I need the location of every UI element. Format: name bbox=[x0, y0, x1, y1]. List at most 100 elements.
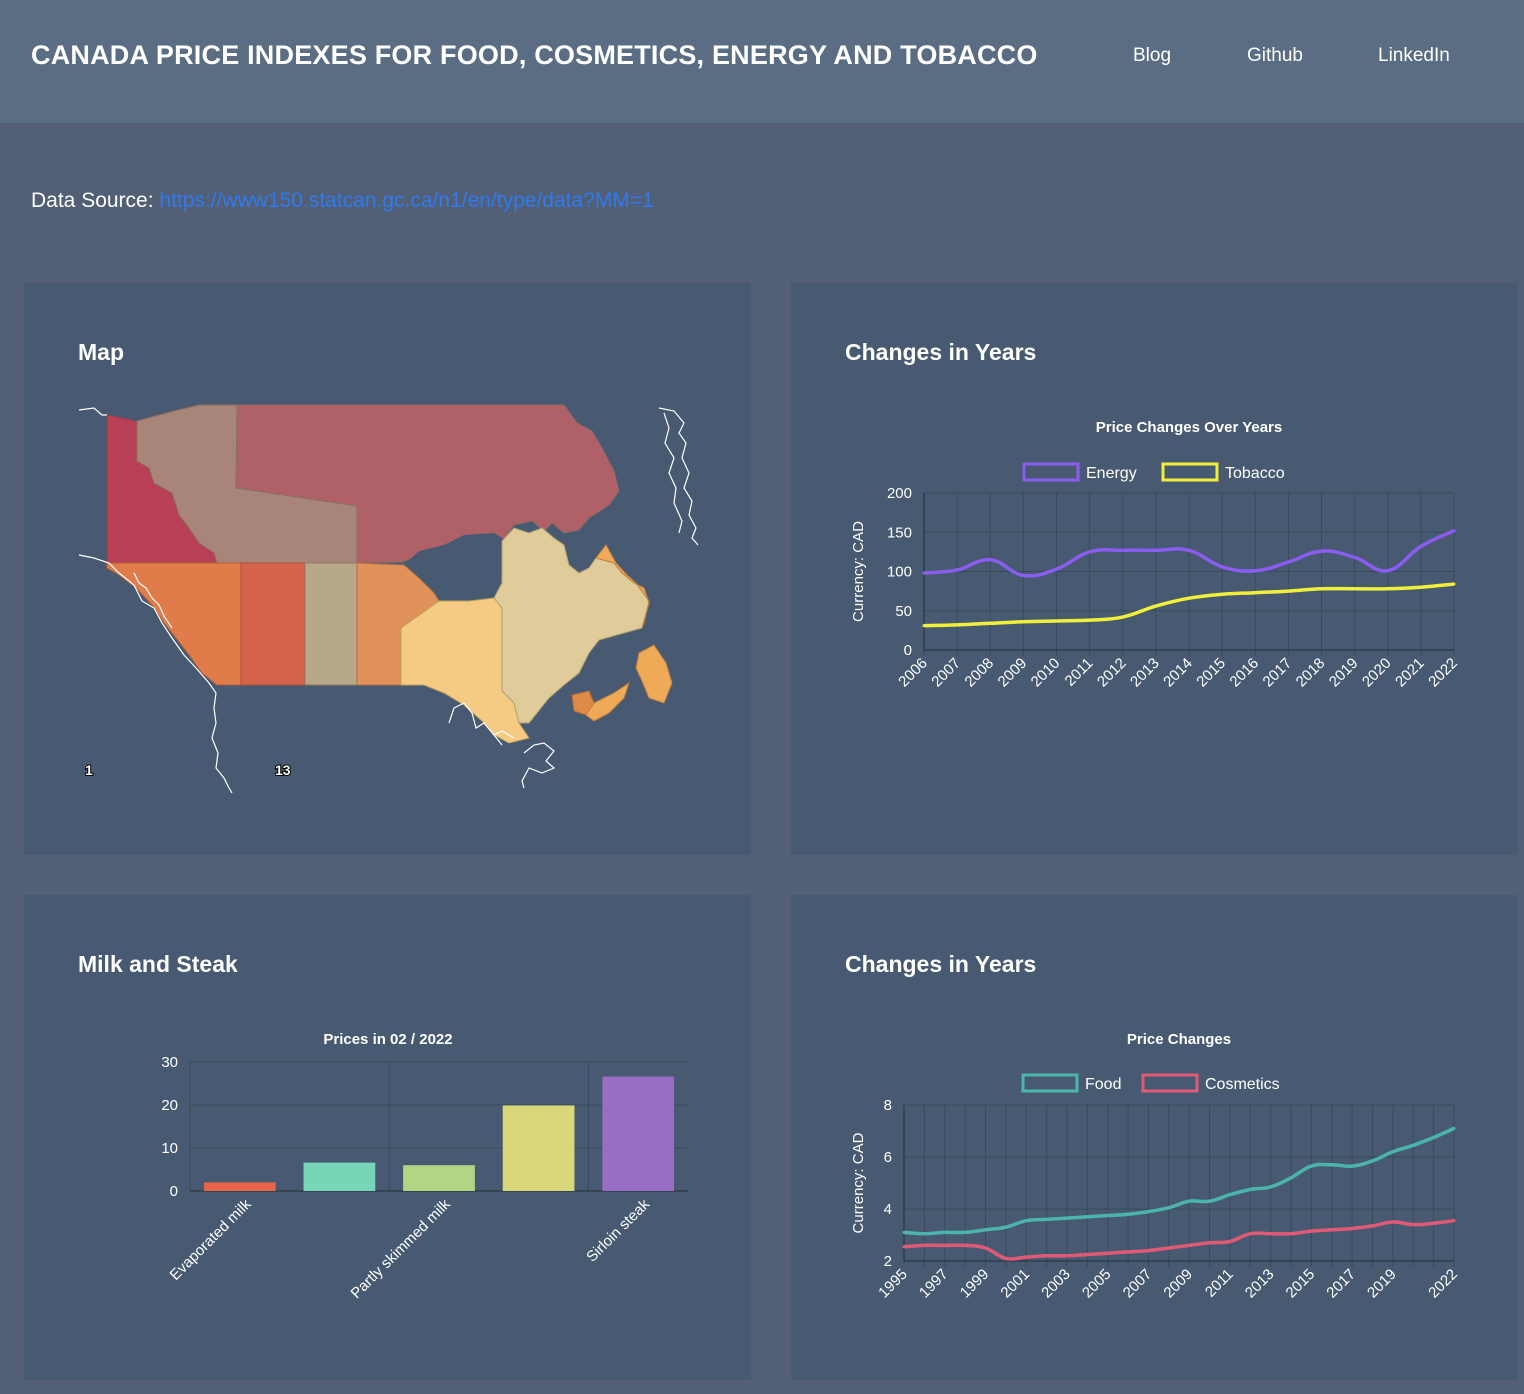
y-tick-label: 6 bbox=[884, 1149, 892, 1166]
x-tick-label: 2011 bbox=[1062, 655, 1097, 690]
legend-swatch-cosmetics bbox=[1141, 1073, 1199, 1093]
data-point-energy bbox=[1286, 560, 1290, 564]
map-water-hudson-bay bbox=[404, 533, 514, 601]
legend-label-food: Food bbox=[1085, 1076, 1121, 1093]
map-region-nova-scotia[interactable] bbox=[585, 681, 630, 722]
data-point-cosmetics bbox=[1452, 1219, 1456, 1223]
data-point-cosmetics bbox=[1309, 1229, 1313, 1233]
data-point-cosmetics bbox=[1045, 1254, 1049, 1258]
data-point-energy bbox=[1055, 567, 1058, 571]
data-point-cosmetics bbox=[1208, 1241, 1212, 1245]
map-legend-min: 1 bbox=[85, 762, 93, 778]
y-axis-label: Currency: CAD bbox=[850, 521, 867, 622]
bar-sirloin-steak bbox=[602, 1076, 675, 1191]
x-tick-label: 2011 bbox=[1202, 1266, 1237, 1301]
legend-label-energy: Energy bbox=[1086, 465, 1137, 482]
y-tick-label: 2 bbox=[884, 1253, 892, 1270]
chart-title: Price Changes bbox=[1127, 1031, 1231, 1048]
data-point-cosmetics bbox=[1085, 1253, 1089, 1256]
data-point-energy bbox=[1253, 569, 1257, 573]
nav-link-linkedin[interactable]: LinkedIn bbox=[1378, 45, 1450, 66]
map-region-newfoundland-labrador[interactable] bbox=[595, 544, 650, 629]
y-tick-label: 150 bbox=[887, 524, 912, 541]
data-point-food bbox=[1208, 1199, 1212, 1203]
data-point-tobacco bbox=[1055, 619, 1058, 623]
map-region-nunavut[interactable] bbox=[235, 404, 620, 569]
legend-label-tobacco: Tobacco bbox=[1225, 465, 1285, 482]
data-point-tobacco bbox=[1286, 589, 1290, 593]
nav-link-blog[interactable]: Blog bbox=[1133, 45, 1172, 66]
data-point-tobacco bbox=[1419, 585, 1423, 589]
map-region-alberta[interactable] bbox=[240, 562, 306, 686]
data-point-food bbox=[1350, 1164, 1354, 1168]
map-region-saskatchewan[interactable] bbox=[304, 562, 358, 686]
data-point-tobacco bbox=[1253, 591, 1257, 595]
data-point-food bbox=[1045, 1217, 1049, 1221]
data-point-energy bbox=[1187, 548, 1191, 552]
data-point-food bbox=[1248, 1188, 1252, 1191]
food-cosmetics-panel-title: Changes in Years bbox=[845, 951, 1037, 977]
data-point-tobacco bbox=[1452, 582, 1456, 586]
x-tick-label: 2018 bbox=[1293, 655, 1329, 691]
data-point-tobacco bbox=[1088, 618, 1092, 622]
map-coast-west-detail bbox=[78, 407, 173, 629]
map-region-northwest-territories[interactable] bbox=[136, 404, 358, 564]
bar-unlabeled-1 bbox=[303, 1162, 376, 1191]
y-tick-label: 8 bbox=[884, 1097, 892, 1114]
data-point-food bbox=[1004, 1225, 1008, 1229]
series-line-cosmetics bbox=[903, 1218, 1455, 1261]
x-tick-label: Evaporated milk bbox=[167, 1195, 255, 1283]
y-tick-label: 20 bbox=[161, 1097, 178, 1114]
data-point-cosmetics bbox=[1126, 1250, 1130, 1254]
data-point-food bbox=[1371, 1159, 1375, 1163]
data-point-cosmetics bbox=[963, 1243, 967, 1247]
data-point-cosmetics bbox=[983, 1246, 987, 1250]
x-tick-label: 2012 bbox=[1094, 655, 1130, 691]
site-title: CANADA PRICE INDEXES FOR FOOD, COSMETICS… bbox=[31, 40, 1038, 70]
data-point-food bbox=[1452, 1126, 1456, 1130]
data-point-food bbox=[1126, 1212, 1130, 1216]
x-tick-label: 2016 bbox=[1226, 655, 1262, 691]
data-point-food bbox=[1187, 1199, 1191, 1203]
data-point-tobacco bbox=[922, 624, 926, 628]
data-point-cosmetics bbox=[1432, 1221, 1436, 1225]
y-tick-label: 100 bbox=[887, 564, 912, 581]
food-cosmetics-chart: Price Changes Food Cosmetics 2 4 6 8 1995 1997 19… bbox=[850, 1031, 1461, 1302]
y-tick-label: 0 bbox=[904, 642, 912, 659]
data-point-food bbox=[1106, 1214, 1110, 1217]
map-coast-west bbox=[78, 554, 233, 794]
data-point-cosmetics bbox=[1391, 1220, 1395, 1224]
data-source-link[interactable]: https://www150.statcan.gc.ca/n1/en/type/… bbox=[159, 189, 654, 212]
legend-swatch-tobacco bbox=[1161, 462, 1219, 482]
x-tick-label: 2006 bbox=[895, 655, 931, 691]
data-point-cosmetics bbox=[1248, 1232, 1252, 1236]
x-tick-label: 2005 bbox=[1079, 1266, 1115, 1302]
x-tick-label: 2019 bbox=[1326, 655, 1362, 691]
x-tick-label: 2013 bbox=[1242, 1266, 1278, 1302]
nav-link-github[interactable]: Github bbox=[1247, 45, 1303, 66]
y-tick-label: 200 bbox=[887, 485, 912, 502]
map-panel: Map 1 13 bbox=[24, 283, 751, 855]
x-tick-label: 2020 bbox=[1359, 655, 1395, 691]
energy-tobacco-panel: Changes in Years Price Changes Over Year… bbox=[791, 283, 1518, 855]
data-point-cosmetics bbox=[1330, 1228, 1334, 1232]
data-point-energy bbox=[1220, 565, 1224, 569]
map-region-british-columbia[interactable] bbox=[106, 562, 242, 686]
data-point-food bbox=[1432, 1136, 1436, 1139]
data-point-cosmetics bbox=[1411, 1223, 1415, 1227]
data-point-tobacco bbox=[988, 621, 992, 625]
data-point-food bbox=[922, 1232, 926, 1236]
bar-evaporated-milk bbox=[203, 1182, 276, 1191]
milk-steak-panel-title: Milk and Steak bbox=[78, 951, 238, 977]
data-point-cosmetics bbox=[1024, 1255, 1028, 1259]
map-region-newfoundland-island[interactable] bbox=[635, 644, 673, 704]
chart-title: Price Changes Over Years bbox=[1096, 419, 1283, 436]
data-point-food bbox=[1024, 1219, 1028, 1223]
data-point-food bbox=[1269, 1185, 1273, 1189]
data-point-tobacco bbox=[1386, 587, 1390, 591]
milk-steak-panel: Milk and Steak Prices in 02 / 2022 0 10 20 3… bbox=[24, 895, 751, 1380]
data-point-tobacco bbox=[1187, 596, 1191, 600]
data-source-label: Data Source: bbox=[31, 189, 154, 212]
x-tick-label: 2009 bbox=[1160, 1266, 1196, 1302]
map-legend-max: 13 bbox=[275, 762, 291, 778]
